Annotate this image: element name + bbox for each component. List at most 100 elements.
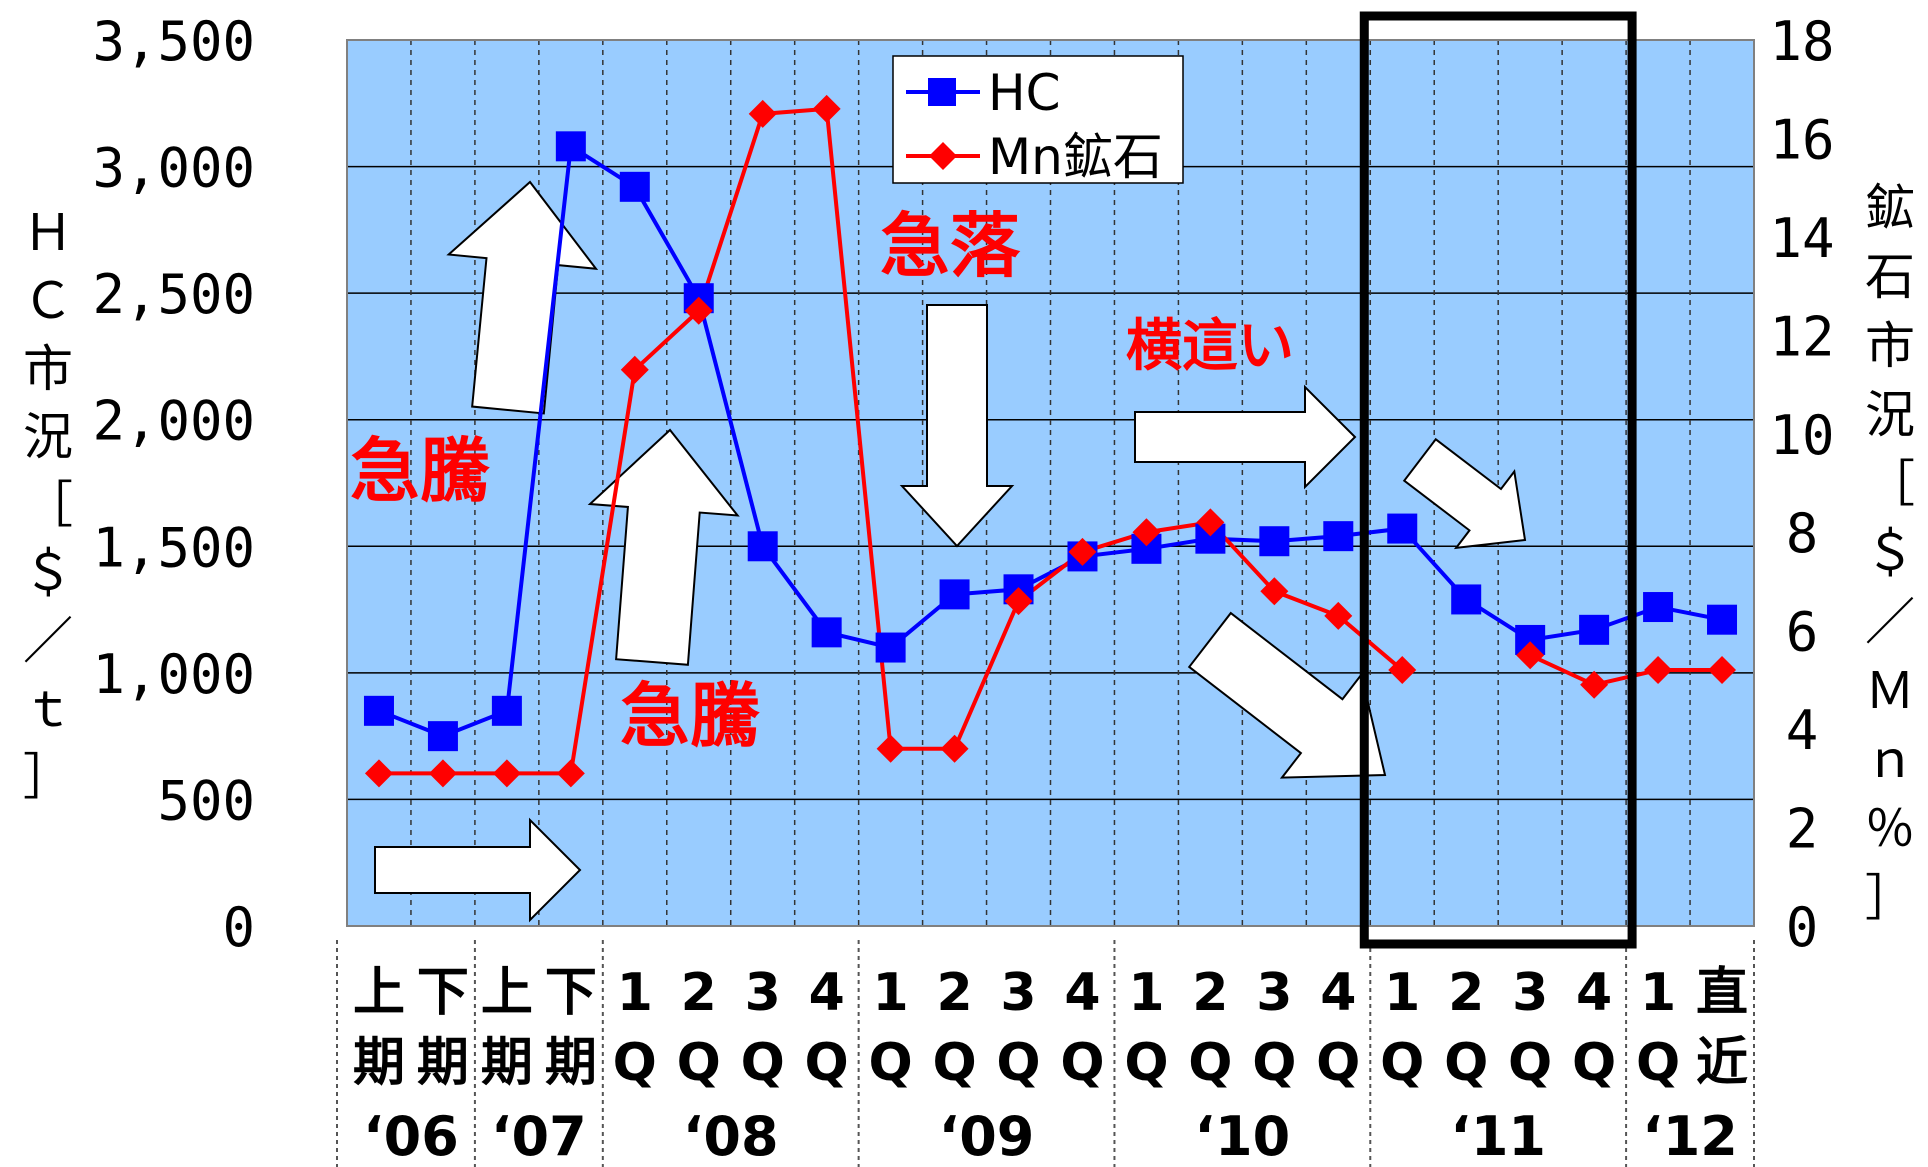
legend-marker-diamond — [929, 142, 957, 170]
x-tick-label-bottom: Q — [1444, 1033, 1488, 1093]
data-point-diamond — [1004, 587, 1033, 616]
y-right-axis-title-char: ］ — [1865, 869, 1915, 927]
data-point-square — [363, 695, 394, 726]
x-tick-label-bottom: Q — [1508, 1033, 1552, 1093]
x-tick-label-top: 4 — [1320, 963, 1356, 1023]
data-point-square — [427, 721, 458, 752]
y-left-tick-label: 3,500 — [92, 10, 255, 73]
y-right-axis-title-char: ［ — [1865, 455, 1915, 513]
data-point-diamond — [364, 759, 393, 788]
y-left-tick-label: 500 — [157, 769, 255, 832]
trend-arrow — [1402, 437, 1527, 550]
y-right-tick-label: 0 — [1786, 896, 1819, 959]
x-tick-label-top: 直 — [1696, 963, 1748, 1023]
x-tick-label-top: 2 — [681, 963, 717, 1023]
y-right-tick-label: 2 — [1786, 798, 1819, 861]
legend-label: Mn鉱石 — [988, 128, 1163, 186]
data-point-diamond — [1068, 537, 1097, 566]
highlight-rectangle — [1359, 11, 1637, 949]
x-tick-label-bottom: Q — [932, 1033, 976, 1093]
series-line — [1529, 653, 1723, 687]
x-tick-label-top: 1 — [873, 963, 909, 1023]
data-point-diamond — [1260, 577, 1289, 606]
x-tick-label-bottom: 期 — [545, 1033, 597, 1093]
data-point-square — [1259, 526, 1290, 557]
y-left-axis-title-char: 況 — [23, 408, 73, 466]
data-point-diamond — [876, 734, 905, 763]
x-tick-label-bottom: Q — [1380, 1033, 1424, 1093]
x-tick-label-top: 下 — [545, 963, 597, 1023]
y-right-axis-title-char: 鉱 — [1865, 179, 1915, 237]
annotation-label: 急騰 — [620, 675, 760, 757]
x-tick-label-top: 2 — [936, 963, 972, 1023]
y-left-tick-label: 1,000 — [92, 643, 255, 706]
x-year-label: ‘07 — [491, 1105, 587, 1167]
x-tick-label-bottom: 期 — [353, 1033, 405, 1093]
annotation-label: 急落 — [880, 205, 1021, 287]
x-tick-label-top: 2 — [1192, 963, 1228, 1023]
axes: 0 500 1,000 1,500 2,000 2,500 3,000 3,500 0 2 4 6 8 1… — [23, 10, 1915, 1167]
y-right-tick-label: 6 — [1786, 601, 1819, 664]
data-point-diamond — [684, 296, 713, 325]
y-right-axis-title-char: ｎ — [1865, 731, 1915, 789]
x-year-label: ‘10 — [1195, 1105, 1291, 1167]
y-right-axis-title-char: ％ — [1865, 800, 1915, 858]
y-right-tick-label: 12 — [1769, 305, 1834, 368]
y-right-tick-label: 8 — [1786, 502, 1819, 565]
x-tick-label-bottom: Q — [805, 1033, 849, 1093]
y-left-axis-title-char: ＄ — [23, 544, 73, 602]
x-tick-label-top: 1 — [1128, 963, 1164, 1023]
data-point-diamond — [1388, 656, 1417, 685]
x-tick-label-bottom: Q — [869, 1033, 913, 1093]
x-year-label: ‘08 — [683, 1105, 779, 1167]
x-tick-label-top: 4 — [1064, 963, 1100, 1023]
y-left-axis-title-char: ］ — [23, 748, 73, 806]
x-tick-label-top: 2 — [1448, 963, 1484, 1023]
legend-label: HC — [988, 64, 1061, 122]
annotation-label: 急騰 — [350, 430, 490, 512]
x-tick-label-bottom: 近 — [1696, 1033, 1748, 1093]
legend-marker-square — [928, 78, 956, 106]
x-tick-label-top: 3 — [1000, 963, 1036, 1023]
x-tick-label-bottom: Q — [1188, 1033, 1232, 1093]
x-tick-label-bottom: 期 — [481, 1033, 533, 1093]
series-markers — [363, 94, 1738, 788]
y-right-tick-label: 14 — [1769, 207, 1834, 270]
data-point-diamond — [1580, 670, 1609, 699]
y-left-tick-label: 2,000 — [92, 390, 255, 453]
data-point-square — [811, 617, 842, 648]
data-point-square — [491, 695, 522, 726]
plot-frame — [346, 39, 1755, 927]
y-left-axis-title-char: ｔ — [23, 680, 73, 738]
x-year-label: ‘06 — [363, 1105, 459, 1167]
trend-arrow — [374, 817, 582, 923]
data-point-square — [619, 171, 650, 202]
x-tick-label-top: 1 — [617, 963, 653, 1023]
x-tick-label-bottom: Q — [1252, 1033, 1296, 1093]
data-point-diamond — [940, 734, 969, 763]
y-left-axis-title-char: 市 — [23, 340, 73, 398]
y-left-tick-label: 3,000 — [92, 137, 255, 200]
data-point-diamond — [812, 94, 841, 123]
x-year-label: ‘11 — [1450, 1105, 1546, 1167]
y-right-axis-title-char: ＄ — [1865, 524, 1915, 582]
y-right-axis-title-char: 況 — [1865, 386, 1915, 444]
x-tick-label-bottom: Q — [1060, 1033, 1104, 1093]
y-left-tick-label: 2,500 — [92, 263, 255, 326]
y-right-axis-title-char: Ｍ — [1865, 662, 1915, 720]
x-tick-label-top: 3 — [1256, 963, 1292, 1023]
data-point-diamond — [1132, 518, 1161, 547]
x-tick-label-bottom: Q — [1124, 1033, 1168, 1093]
y-left-axis-title-char: Ｈ — [23, 204, 73, 262]
x-tick-label-top: 上 — [481, 963, 533, 1023]
y-right-axis-title-char: 石 — [1865, 248, 1915, 306]
x-tick-label-top: 4 — [1576, 963, 1612, 1023]
data-point-square — [1579, 614, 1610, 645]
data-point-square — [1451, 584, 1482, 615]
series-line — [378, 142, 1723, 739]
y-left-axis-title-char: Ｃ — [23, 272, 73, 330]
data-point-diamond — [1196, 508, 1225, 537]
x-tick-label-bottom: Q — [741, 1033, 785, 1093]
data-point-diamond — [1708, 656, 1737, 685]
